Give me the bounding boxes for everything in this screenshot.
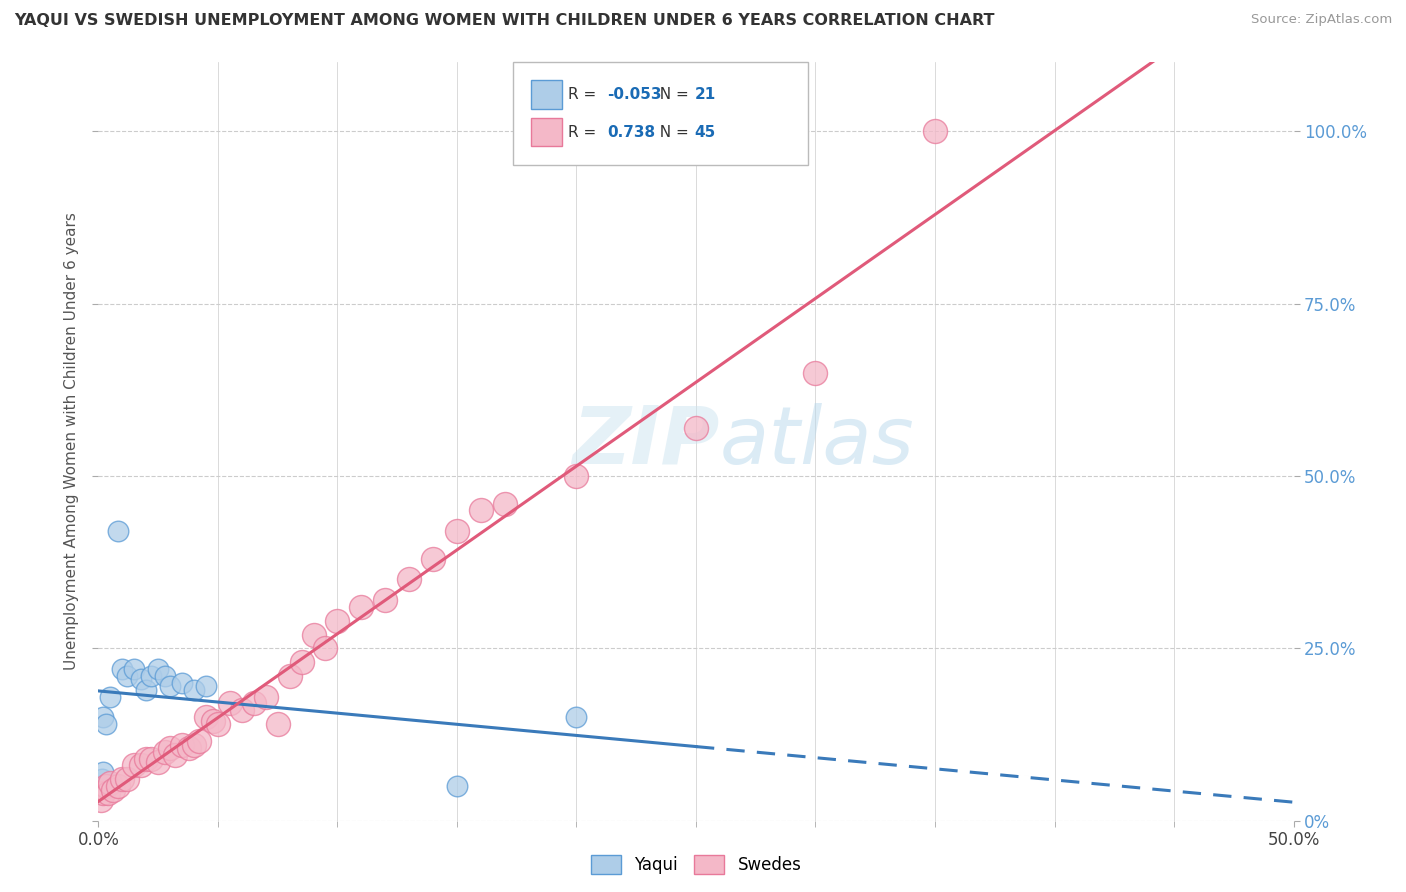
Point — [202, 714, 225, 728]
Point — [135, 751, 157, 765]
Text: ZIP: ZIP — [572, 402, 720, 481]
Y-axis label: Unemployment Among Women with Children Under 6 years: Unemployment Among Women with Children U… — [65, 212, 79, 671]
Point — [107, 524, 129, 538]
Point — [267, 717, 290, 731]
Point — [326, 614, 349, 628]
Point — [207, 717, 229, 731]
Point — [183, 682, 205, 697]
Point — [131, 673, 153, 687]
Point — [804, 366, 827, 380]
Text: 45: 45 — [695, 125, 716, 139]
Point — [231, 703, 253, 717]
Point — [187, 734, 209, 748]
Text: R =: R = — [568, 125, 606, 139]
Text: N =: N = — [650, 125, 693, 139]
Point — [195, 710, 218, 724]
Point — [90, 793, 112, 807]
Point — [685, 421, 707, 435]
Point — [107, 779, 129, 793]
Point — [172, 738, 194, 752]
Text: atlas: atlas — [720, 402, 915, 481]
Point — [219, 697, 242, 711]
Point — [470, 503, 492, 517]
Point — [302, 627, 325, 641]
Point — [179, 741, 201, 756]
Point — [101, 782, 124, 797]
Point — [565, 710, 588, 724]
Point — [91, 710, 114, 724]
Point — [159, 741, 181, 756]
Point — [155, 745, 177, 759]
Point — [148, 662, 170, 676]
Point — [195, 679, 218, 693]
Text: YAQUI VS SWEDISH UNEMPLOYMENT AMONG WOMEN WITH CHILDREN UNDER 6 YEARS CORRELATIO: YAQUI VS SWEDISH UNEMPLOYMENT AMONG WOME… — [14, 13, 994, 29]
Text: 21: 21 — [695, 87, 716, 102]
Text: N =: N = — [650, 87, 693, 102]
Point — [91, 786, 114, 800]
Point — [111, 772, 134, 787]
Point — [91, 772, 114, 787]
Point — [398, 573, 420, 587]
Point — [124, 758, 146, 772]
Point — [446, 779, 468, 793]
Point — [139, 669, 162, 683]
Point — [291, 655, 314, 669]
Text: -0.053: -0.053 — [607, 87, 662, 102]
Point — [278, 669, 301, 683]
Point — [131, 758, 153, 772]
Point — [111, 662, 134, 676]
Point — [494, 497, 516, 511]
Point — [98, 690, 122, 704]
Point — [94, 717, 117, 731]
Point — [446, 524, 468, 538]
Point — [98, 776, 122, 790]
Point — [163, 748, 186, 763]
Point — [135, 682, 157, 697]
Point — [315, 641, 337, 656]
Point — [183, 738, 205, 752]
Point — [254, 690, 277, 704]
Point — [172, 675, 194, 690]
Point — [124, 662, 146, 676]
Point — [94, 779, 117, 793]
Text: 0.738: 0.738 — [607, 125, 655, 139]
Point — [148, 755, 170, 769]
Point — [115, 669, 138, 683]
Legend: Yaqui, Swedes: Yaqui, Swedes — [583, 848, 808, 880]
Point — [97, 786, 120, 800]
Point — [91, 765, 114, 780]
Point — [422, 551, 444, 566]
Point — [155, 669, 177, 683]
Text: R =: R = — [568, 87, 602, 102]
Point — [139, 751, 162, 765]
Point — [350, 599, 373, 614]
Point — [90, 779, 112, 793]
Point — [115, 772, 138, 787]
Point — [243, 697, 266, 711]
Point — [565, 469, 588, 483]
Point — [374, 593, 396, 607]
Text: Source: ZipAtlas.com: Source: ZipAtlas.com — [1251, 13, 1392, 27]
Point — [159, 679, 181, 693]
Point — [924, 124, 946, 138]
